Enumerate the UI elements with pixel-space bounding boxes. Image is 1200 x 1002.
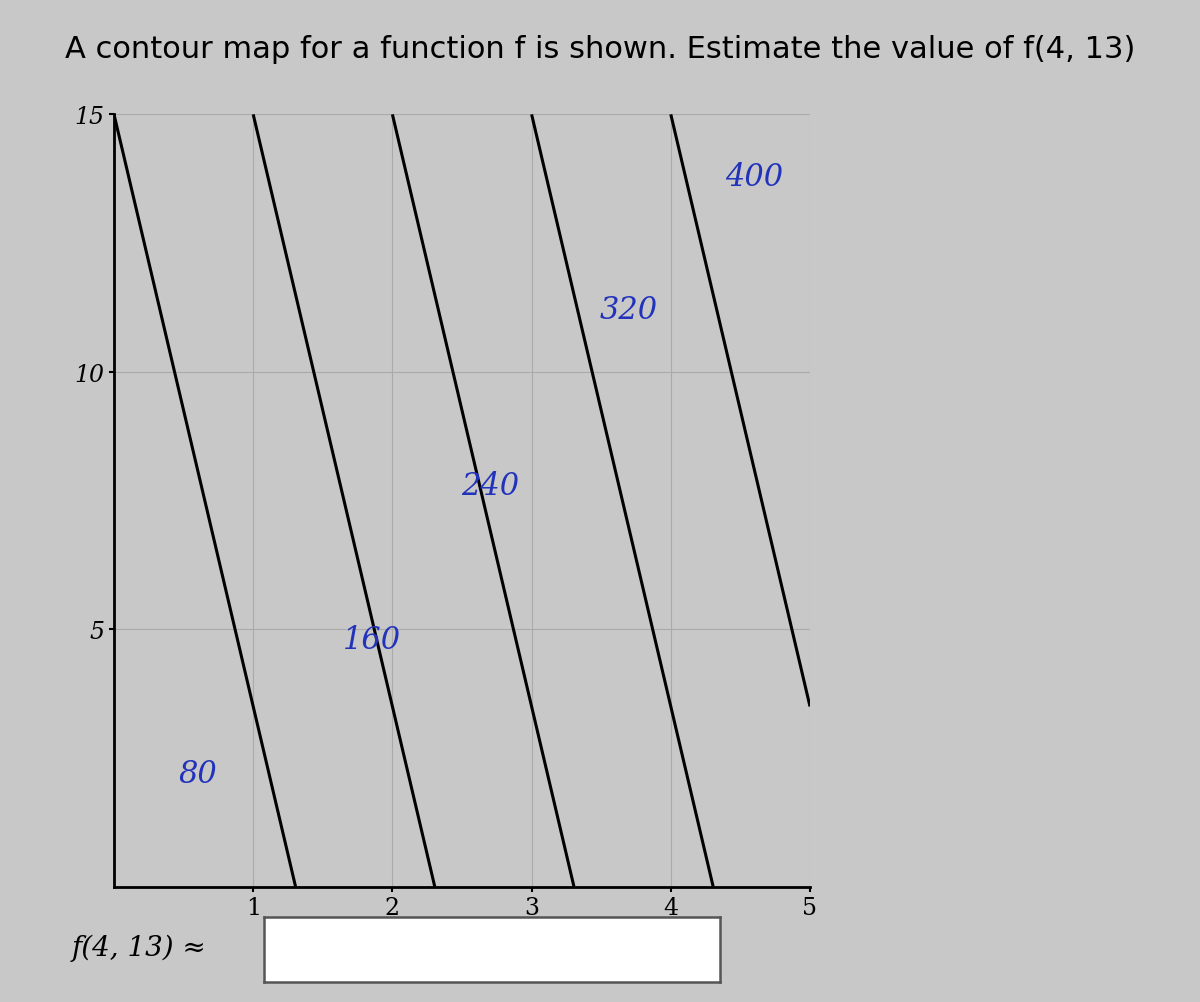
Text: 80: 80 <box>178 759 217 790</box>
Text: 400: 400 <box>725 161 784 192</box>
Text: 320: 320 <box>600 296 658 327</box>
Text: 240: 240 <box>461 470 518 501</box>
Text: f(4, 13) ≈: f(4, 13) ≈ <box>72 933 206 961</box>
Text: A contour map for a function f is shown. Estimate the value of f(4, 13): A contour map for a function f is shown.… <box>65 35 1135 64</box>
Text: 160: 160 <box>342 624 401 655</box>
